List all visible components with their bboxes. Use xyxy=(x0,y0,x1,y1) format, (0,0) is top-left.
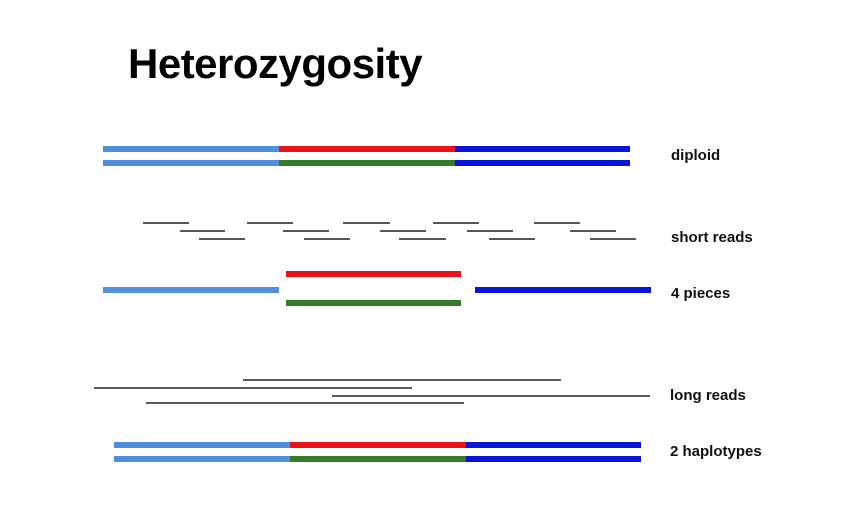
haplotype-top-left-segment xyxy=(114,442,290,448)
diploid-bottom-middle-segment xyxy=(279,160,455,166)
short-read xyxy=(304,238,350,240)
diploid-bottom-left-segment xyxy=(103,160,279,166)
piece-left-light-blue xyxy=(103,287,279,293)
short-read xyxy=(180,230,225,232)
diploid-top-middle-segment xyxy=(279,146,455,152)
long-reads-label: long reads xyxy=(670,387,746,404)
short-read xyxy=(433,222,479,224)
short-reads-label: short reads xyxy=(671,229,753,246)
long-read xyxy=(332,395,650,397)
haplotypes-label: 2 haplotypes xyxy=(670,443,762,460)
short-read xyxy=(467,230,513,232)
long-read xyxy=(94,387,412,389)
haplotype-bottom-left-segment xyxy=(114,456,290,462)
short-read xyxy=(283,230,329,232)
short-read xyxy=(199,238,245,240)
haplotype-bottom-middle-segment xyxy=(290,456,466,462)
short-read xyxy=(399,238,446,240)
long-read xyxy=(146,402,464,404)
short-read xyxy=(489,238,535,240)
haplotype-top-right-segment xyxy=(466,442,641,448)
short-read xyxy=(570,230,616,232)
short-read xyxy=(380,230,426,232)
piece-right-dark-blue xyxy=(475,287,651,293)
diploid-top-right-segment xyxy=(455,146,630,152)
pieces-label: 4 pieces xyxy=(671,285,731,302)
short-read xyxy=(590,238,636,240)
diploid-label: diploid xyxy=(671,147,721,164)
piece-middle-red xyxy=(286,271,461,277)
haplotype-top-middle-segment xyxy=(290,442,466,448)
page-title: Heterozygosity xyxy=(128,40,423,87)
diploid-top-left-segment xyxy=(103,146,279,152)
haplotype-bottom-right-segment xyxy=(466,456,641,462)
short-read xyxy=(343,222,390,224)
short-read xyxy=(247,222,293,224)
short-read xyxy=(534,222,580,224)
short-read xyxy=(143,222,189,224)
diploid-bottom-right-segment xyxy=(455,160,630,166)
long-read xyxy=(243,379,561,381)
piece-middle-green xyxy=(286,300,461,306)
